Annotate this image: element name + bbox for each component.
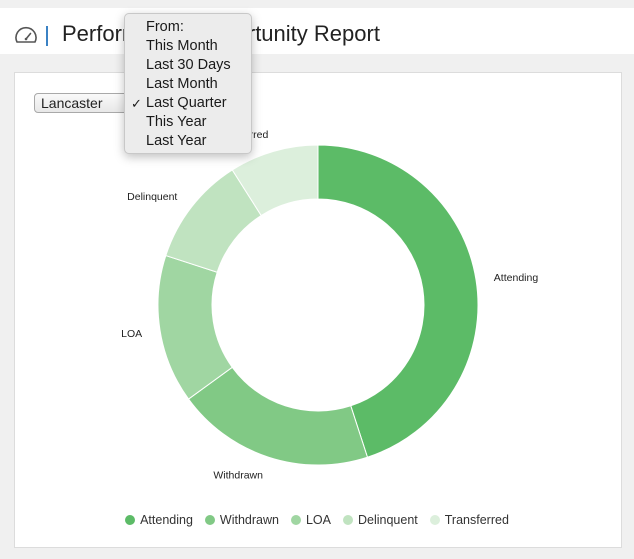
legend-label: Delinquent	[357, 513, 418, 527]
location-select-value: Lancaster	[41, 95, 103, 111]
legend-swatch	[429, 515, 440, 525]
legend-swatch	[125, 515, 136, 525]
location-select[interactable]: Lancaster ▲▼	[34, 93, 140, 113]
chart-legend: Attending Withdrawn LOA Delinquent Transferr…	[0, 511, 634, 529]
period-option-label: Last Year	[146, 133, 207, 149]
period-option-last-30-days[interactable]: Last 30 Days	[125, 56, 251, 75]
legend-label: LOA	[305, 513, 331, 527]
period-option-last-month[interactable]: Last Month	[125, 75, 251, 94]
legend-label: Transferred	[444, 513, 509, 527]
period-dropdown-menu: From: This Month Last 30 Days Last Month ✓ L…	[124, 13, 252, 154]
gauge-icon	[15, 26, 37, 43]
period-option-label: Last Quarter	[146, 95, 227, 111]
period-option-label: This Year	[146, 114, 207, 130]
legend-item-attending[interactable]: Attending	[125, 513, 193, 527]
header-separator	[46, 26, 48, 46]
slice-withdrawn[interactable]	[187, 366, 369, 466]
slice-label-attending: Attending	[494, 272, 539, 284]
slice-label-loa: LOA	[121, 328, 142, 340]
legend-item-withdrawn[interactable]: Withdrawn	[204, 513, 279, 527]
period-option-last-year[interactable]: Last Year	[125, 132, 251, 151]
legend-swatch	[204, 515, 215, 525]
period-option-label: Last 30 Days	[146, 57, 231, 73]
period-option-label: Last Month	[146, 76, 218, 92]
period-option-this-year[interactable]: This Year	[125, 113, 251, 132]
top-strip	[0, 0, 634, 8]
period-option-last-quarter[interactable]: ✓ Last Quarter	[125, 94, 251, 113]
slice-label-withdrawn: Withdrawn	[213, 469, 263, 481]
period-option-this-month[interactable]: This Month	[125, 37, 251, 56]
legend-item-loa[interactable]: LOA	[290, 513, 331, 527]
slice-label-delinquent: Delinquent	[127, 191, 177, 203]
period-option-label: This Month	[146, 38, 218, 54]
legend-label: Attending	[140, 513, 193, 527]
legend-item-delinquent[interactable]: Delinquent	[342, 513, 418, 527]
period-menu-heading: From:	[146, 19, 184, 35]
legend-swatch	[290, 515, 301, 525]
legend-item-transferred[interactable]: Transferred	[429, 513, 509, 527]
slice-attending[interactable]	[317, 144, 479, 458]
legend-swatch	[342, 515, 353, 525]
page-header: Performance Opportunity Report	[0, 8, 634, 54]
slice-transferred[interactable]	[231, 144, 319, 217]
checkmark-icon: ✓	[131, 96, 142, 111]
legend-label: Withdrawn	[219, 513, 279, 527]
